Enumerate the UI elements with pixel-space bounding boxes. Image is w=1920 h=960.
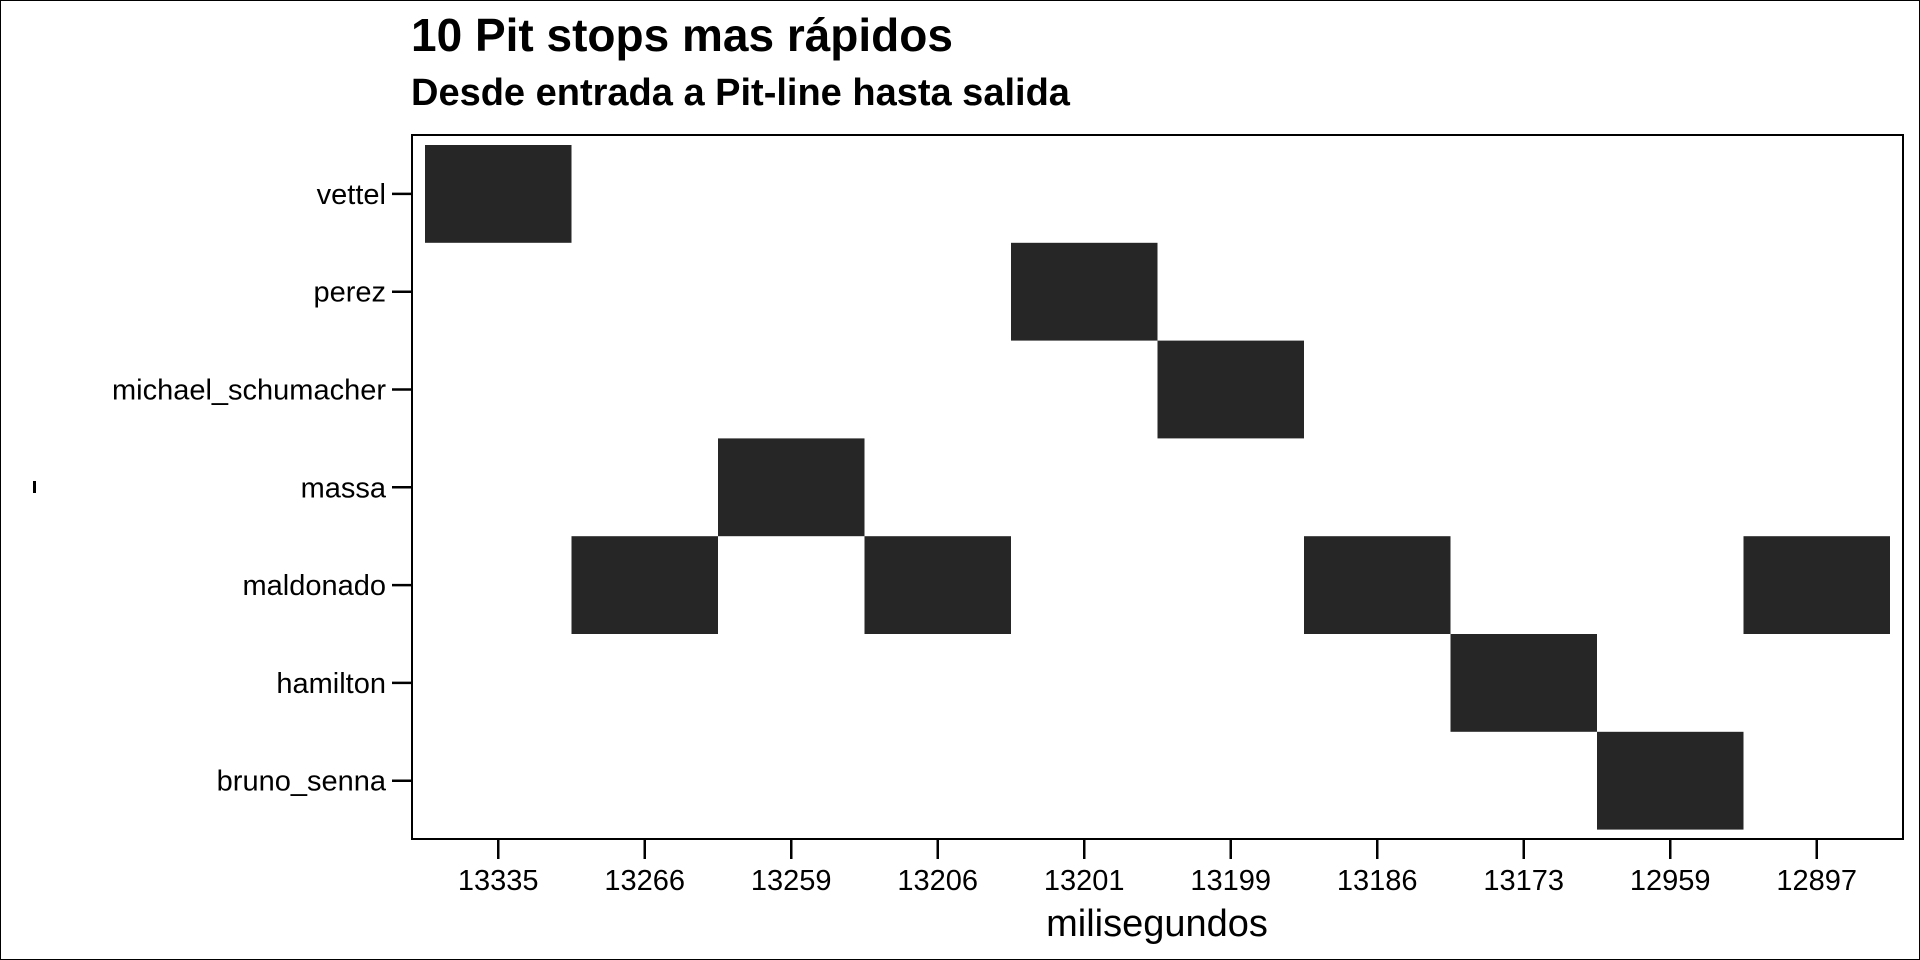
heatmap-cell-perez-13201 — [1011, 242, 1158, 341]
heatmap-cell-hamilton-13173 — [1450, 634, 1597, 732]
x-tick-label: 13201 — [1044, 865, 1125, 897]
y-tick-label: bruno_senna — [217, 766, 387, 798]
x-axis: 13335 13266 13259 13206 13201 13199 13186 13173… — [458, 839, 1857, 897]
x-tick-label: 12959 — [1630, 865, 1711, 897]
y-tick-label: vettel — [317, 179, 386, 211]
heatmap-cell-bruno_senna-12959 — [1597, 731, 1744, 830]
heatmap-cell-massa-13259 — [718, 438, 865, 537]
heatmap-cell-maldonado-13186 — [1304, 536, 1451, 634]
y-tick-label: michael_schumacher — [112, 375, 386, 407]
x-axis-title: milisegundos — [1046, 903, 1268, 945]
heatmap-cell-maldonado-12897 — [1743, 536, 1890, 634]
x-tick-label: 13335 — [458, 865, 539, 897]
y-axis-title-marker — [33, 481, 36, 493]
x-tick-label: 12897 — [1776, 865, 1857, 897]
x-tick-label: 13186 — [1337, 865, 1418, 897]
x-tick-label: 13266 — [604, 865, 685, 897]
x-tick-label: 13173 — [1483, 865, 1564, 897]
x-tick-label: 13206 — [897, 865, 978, 897]
y-tick-label: hamilton — [276, 668, 386, 700]
heatmap-cell-vettel-13335 — [425, 145, 572, 243]
heatmap-cell-maldonado-13206 — [864, 536, 1011, 634]
heatmap-cell-maldonado-13266 — [571, 536, 718, 634]
heatmap-cell-michael_schumacher-13199 — [1157, 340, 1304, 439]
y-tick-label: maldonado — [243, 570, 387, 602]
chart-subtitle: Desde entrada a Pit-line hasta salida — [411, 72, 1070, 114]
y-tick-label: perez — [313, 277, 386, 309]
cells-layer — [425, 145, 1890, 830]
x-tick-label: 13259 — [751, 865, 832, 897]
chart-title: 10 Pit stops mas rápidos — [411, 9, 953, 61]
x-tick-label: 13199 — [1190, 865, 1271, 897]
y-tick-label: massa — [301, 472, 387, 504]
